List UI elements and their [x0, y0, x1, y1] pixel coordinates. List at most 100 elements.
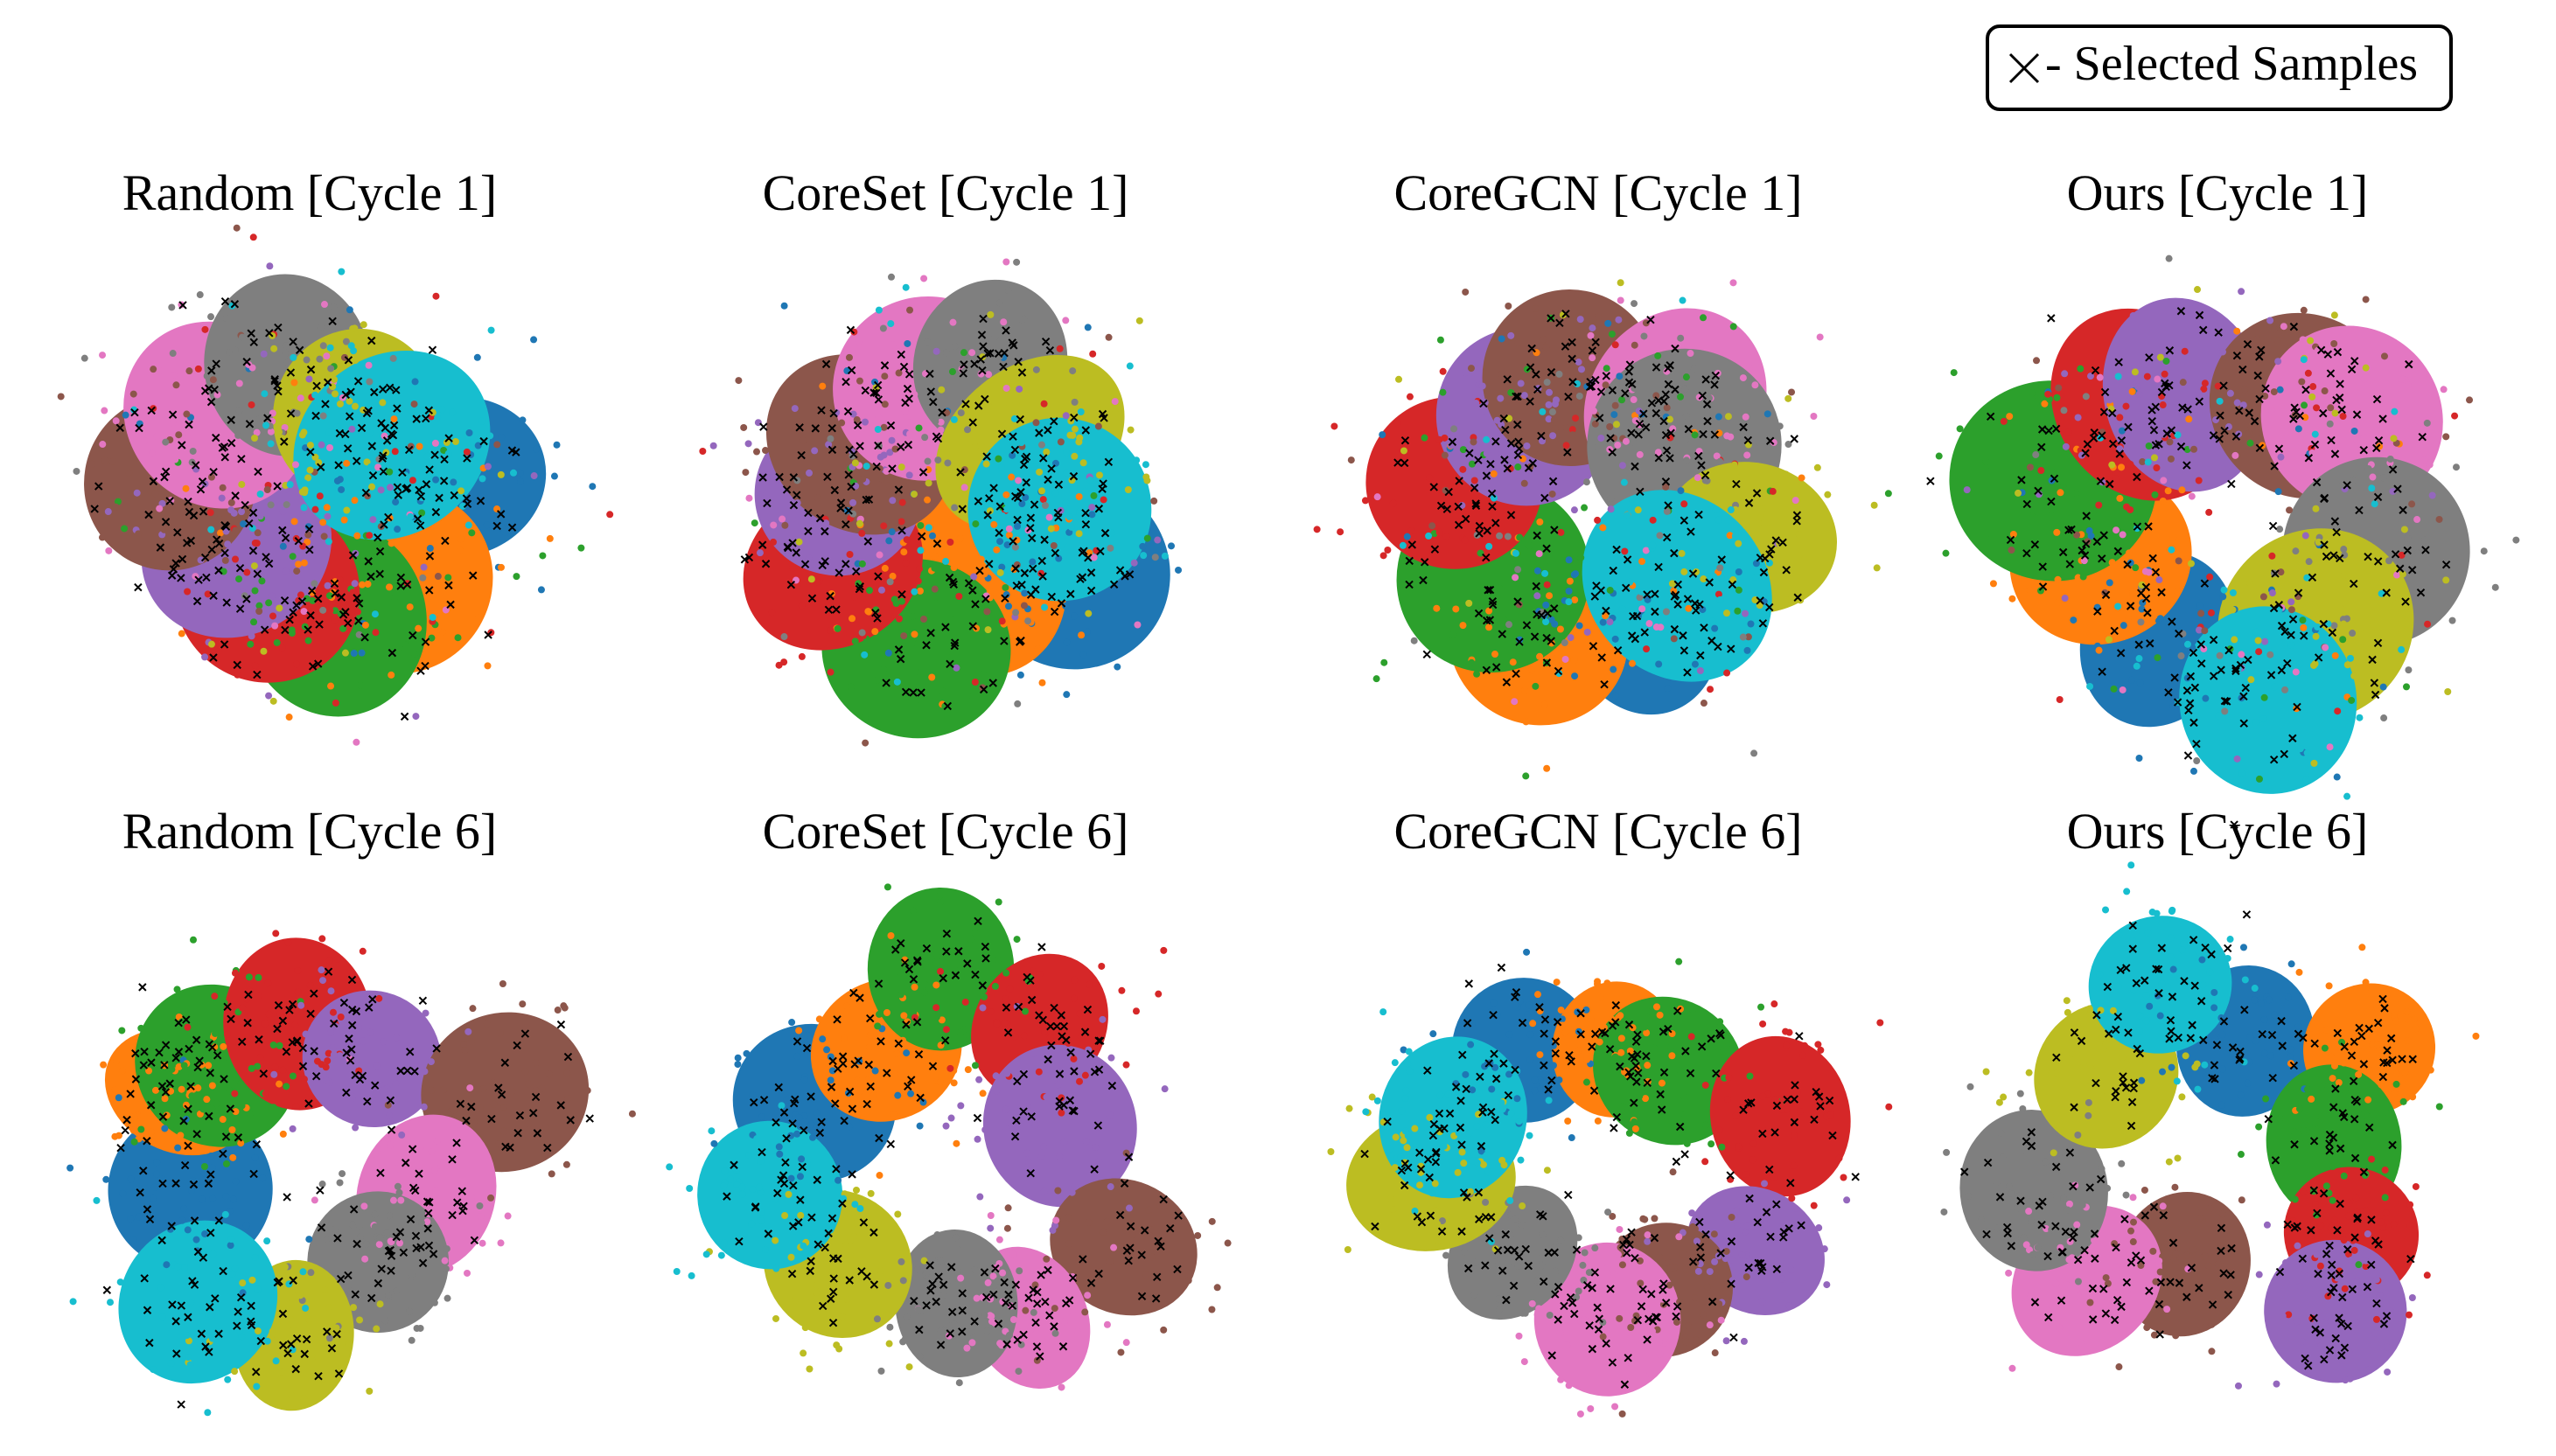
point: [1459, 465, 1467, 473]
point: [2404, 1037, 2412, 1045]
point: [1161, 1085, 1169, 1093]
point: [775, 1143, 783, 1151]
point: [1618, 1410, 1626, 1418]
point: [2335, 1079, 2343, 1087]
point: [231, 1368, 239, 1376]
point: [1027, 1325, 1035, 1333]
point: [947, 610, 955, 617]
point: [1637, 1279, 1645, 1287]
point: [794, 516, 802, 524]
point: [504, 1212, 512, 1220]
point: [987, 1295, 995, 1303]
point: [1545, 415, 1553, 423]
point: [953, 942, 961, 950]
scatter-panel: [1313, 279, 1881, 780]
point: [853, 1219, 861, 1227]
point: [2329, 1120, 2336, 1128]
point: [2208, 1348, 2216, 1355]
point: [80, 354, 88, 362]
point: [856, 1205, 864, 1213]
point: [1546, 1312, 1554, 1320]
point: [1641, 612, 1649, 620]
point: [320, 533, 328, 540]
point: [2369, 1041, 2377, 1048]
point: [227, 1117, 235, 1125]
point: [303, 595, 311, 603]
point: [208, 1164, 216, 1172]
point: [897, 463, 905, 471]
point: [2309, 1220, 2317, 1228]
point: [1942, 549, 1950, 557]
point: [1597, 993, 1605, 1001]
point: [1575, 1287, 1582, 1295]
point: [1826, 1111, 1834, 1118]
point: [1065, 1214, 1072, 1222]
point: [167, 1360, 175, 1368]
point: [216, 529, 224, 537]
point: [2103, 1088, 2111, 1096]
point: [1700, 314, 1707, 322]
point: [468, 1194, 476, 1202]
point: [992, 1072, 1000, 1080]
point: [1690, 366, 1698, 373]
point: [885, 1340, 893, 1348]
point: [800, 1112, 808, 1120]
point: [2033, 357, 2041, 365]
point: [886, 1323, 894, 1331]
point: [979, 670, 987, 678]
selected-samples: [723, 916, 1183, 1361]
point: [1389, 1206, 1397, 1214]
point: [156, 505, 164, 512]
point: [1683, 1139, 1691, 1147]
point: [1523, 442, 1531, 449]
point: [2326, 743, 2334, 751]
point: [900, 548, 908, 556]
point: [2063, 1281, 2071, 1289]
point: [327, 682, 335, 690]
point: [182, 484, 190, 492]
point: [500, 1104, 508, 1111]
point: [175, 431, 183, 439]
point: [883, 883, 891, 891]
point: [184, 1023, 192, 1031]
point: [1005, 1331, 1013, 1339]
point: [2199, 981, 2207, 989]
point: [800, 436, 807, 444]
point: [2118, 463, 2126, 471]
point: [413, 1325, 421, 1333]
point: [935, 892, 943, 900]
point: [2087, 532, 2095, 540]
point: [1715, 1125, 1723, 1133]
point: [329, 1008, 337, 1016]
point: [1565, 1382, 1573, 1390]
point: [2132, 564, 2140, 572]
point: [1522, 772, 1530, 780]
point: [2378, 1223, 2386, 1231]
point: [235, 380, 243, 387]
point: [1656, 532, 1664, 540]
point: [2037, 467, 2045, 475]
point: [1071, 612, 1079, 620]
point: [2274, 488, 2282, 496]
point: [956, 534, 964, 542]
point: [1145, 1206, 1153, 1214]
point: [513, 573, 520, 581]
point: [1703, 477, 1711, 484]
point: [262, 1345, 270, 1353]
point: [2350, 427, 2358, 435]
point: [1485, 607, 1493, 615]
point: [906, 306, 914, 314]
point: [1715, 1300, 1723, 1308]
point: [2405, 666, 2413, 674]
point: [1727, 506, 1735, 514]
point: [1045, 513, 1053, 521]
point: [355, 1222, 363, 1230]
point: [325, 592, 333, 600]
point: [1085, 610, 1093, 617]
point: [206, 509, 214, 517]
point: [1742, 1273, 1750, 1281]
point: [510, 469, 518, 477]
point: [2399, 375, 2406, 383]
point: [187, 1299, 195, 1306]
point: [2117, 561, 2125, 568]
